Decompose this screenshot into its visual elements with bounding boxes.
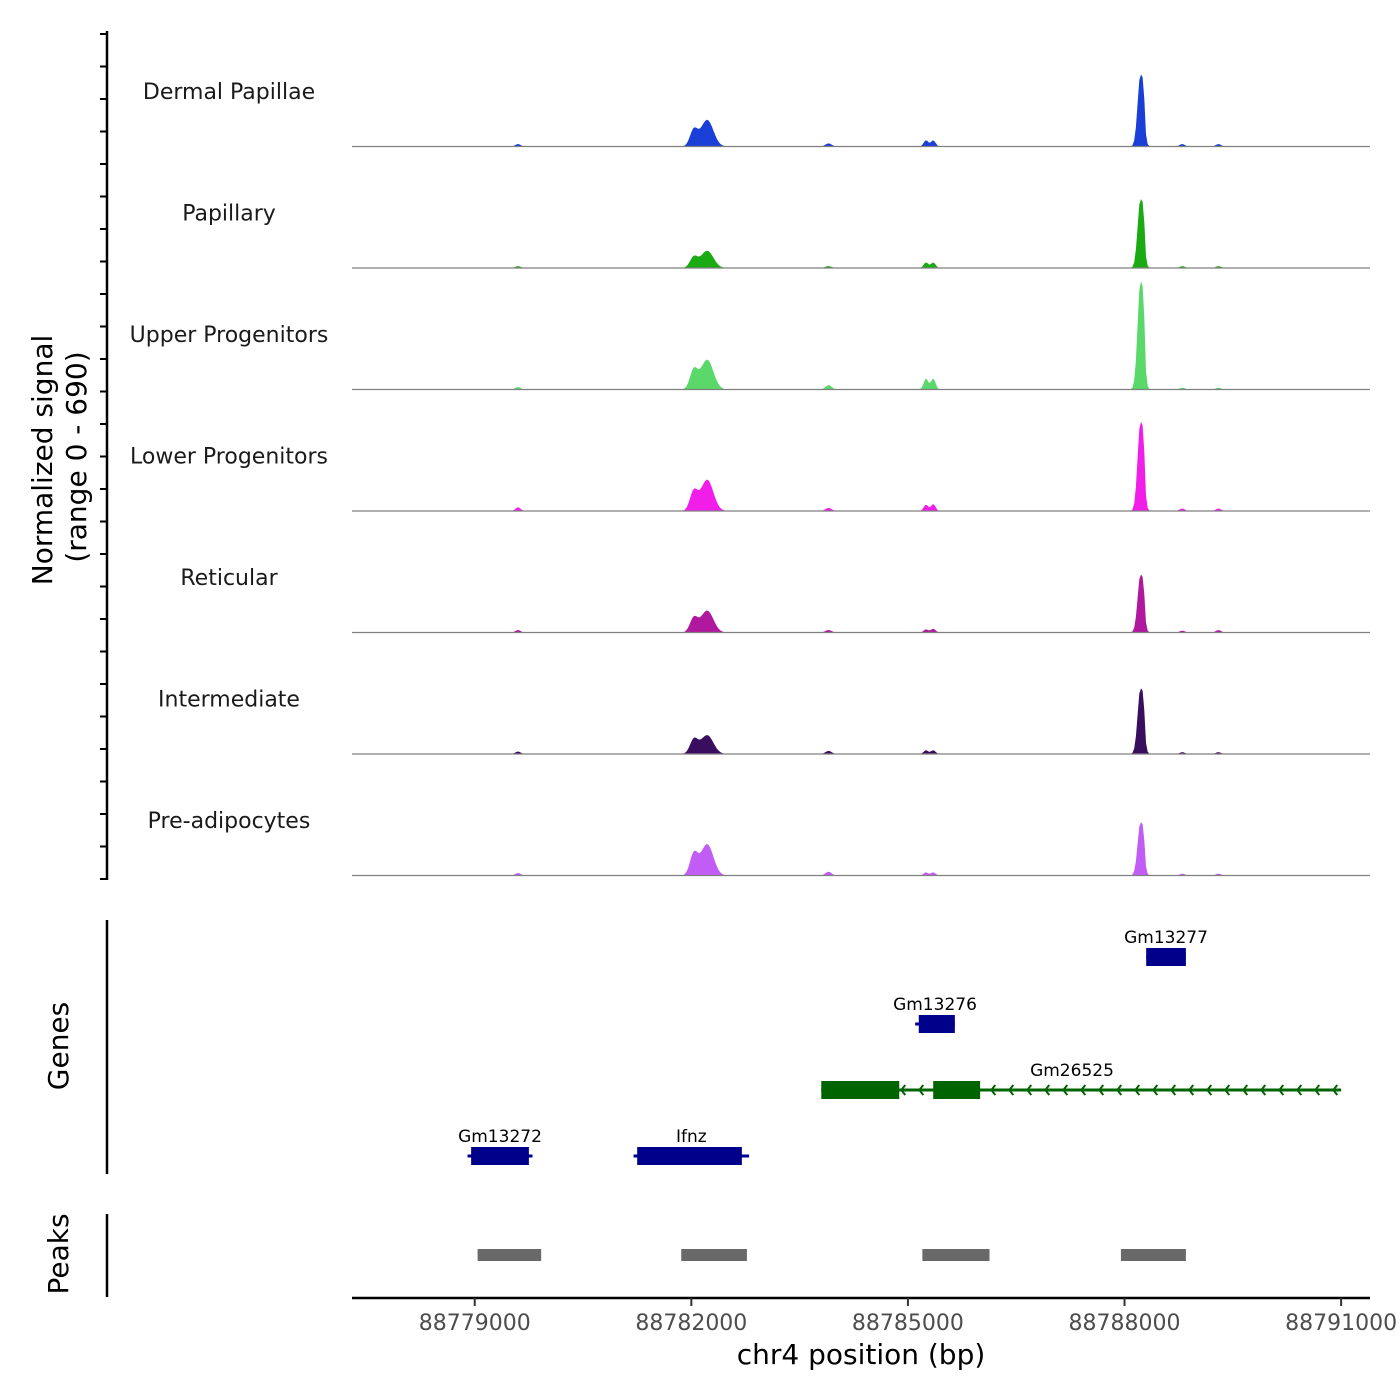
genes-track-label: Genes xyxy=(42,1002,75,1090)
track-label: Pre-adipocytes xyxy=(148,809,311,834)
strand-arrow xyxy=(1098,1084,1105,1096)
gene-label: Gm26525 xyxy=(1030,1061,1114,1081)
coverage-y-ticks xyxy=(100,33,107,880)
strand-arrow xyxy=(1080,1084,1087,1096)
strand-arrow xyxy=(1188,1084,1195,1096)
track-reticular: Reticular xyxy=(180,566,1370,634)
x-axis-ticks: 88779000 88782000 88785000 88788000 88791000 xyxy=(419,1298,1397,1336)
track-label: Reticular xyxy=(180,566,278,591)
y-axis-title: Normalized signal xyxy=(26,335,59,586)
coverage-area xyxy=(352,199,1370,268)
gene-label: Ifnz xyxy=(676,1127,707,1147)
strand-arrow xyxy=(900,1084,907,1096)
peak-region xyxy=(681,1249,747,1261)
strand-arrow xyxy=(1206,1084,1213,1096)
track-lower-progenitors: Lower Progenitors xyxy=(130,421,1370,512)
x-tick-label: 88779000 xyxy=(419,1311,531,1336)
coverage-tracks: Dermal Papillae Papillary Upper Progenitor… xyxy=(130,74,1370,877)
strand-arrow xyxy=(1044,1084,1051,1096)
gene-exon xyxy=(637,1147,742,1165)
track-papillary: Papillary xyxy=(182,199,1370,269)
strand-arrow xyxy=(1134,1084,1141,1096)
strand-arrow xyxy=(1332,1084,1339,1096)
coverage-area xyxy=(352,281,1370,390)
x-tick-label: 88782000 xyxy=(635,1311,747,1336)
x-tick-label: 88791000 xyxy=(1285,1311,1397,1336)
genes-track: Gm13277 Gm13276 Gm26525 Gm13272 Ifnz xyxy=(458,928,1342,1165)
gene-gm13277: Gm13277 xyxy=(1124,928,1208,966)
track-label: Intermediate xyxy=(158,688,300,713)
strand-arrow xyxy=(1170,1084,1177,1096)
strand-arrow xyxy=(1224,1084,1231,1096)
strand-arrow xyxy=(1242,1084,1249,1096)
track-label: Dermal Papillae xyxy=(143,80,315,105)
strand-arrow xyxy=(918,1084,925,1096)
gene-exon xyxy=(918,1015,955,1033)
strand-arrow xyxy=(1314,1084,1321,1096)
peaks-track xyxy=(477,1249,1186,1261)
gene-exon xyxy=(821,1081,900,1099)
track-label: Lower Progenitors xyxy=(130,445,328,470)
track-label: Upper Progenitors xyxy=(130,323,329,348)
track-dermal-papillae: Dermal Papillae xyxy=(143,74,1370,148)
strand-arrow xyxy=(1152,1084,1159,1096)
gene-gm13276: Gm13276 xyxy=(893,995,977,1033)
track-label: Papillary xyxy=(182,202,276,227)
strand-arrow xyxy=(990,1084,997,1096)
gene-exon xyxy=(933,1081,981,1099)
gene-gm13272: Gm13272 xyxy=(458,1127,542,1165)
peaks-track-label: Peaks xyxy=(42,1213,75,1294)
gene-gm26525: Gm26525 xyxy=(821,1061,1342,1099)
x-axis-title: chr4 position (bp) xyxy=(737,1338,986,1371)
x-tick-label: 88785000 xyxy=(852,1311,964,1336)
strand-arrow xyxy=(1296,1084,1303,1096)
x-tick-label: 88788000 xyxy=(1069,1311,1181,1336)
gene-label: Gm13277 xyxy=(1124,928,1208,948)
gene-exon xyxy=(1146,948,1186,966)
gene-ifnz: Ifnz xyxy=(633,1127,750,1165)
coverage-area xyxy=(352,822,1370,876)
coverage-area xyxy=(352,74,1370,147)
strand-arrow xyxy=(1008,1084,1015,1096)
gene-label: Gm13272 xyxy=(458,1127,542,1147)
coverage-area xyxy=(352,574,1370,633)
track-pre-adipocytes: Pre-adipocytes xyxy=(148,809,1370,877)
strand-arrow xyxy=(1116,1084,1123,1096)
gene-label: Gm13276 xyxy=(893,995,977,1015)
strand-arrow xyxy=(1026,1084,1033,1096)
gene-exon xyxy=(471,1147,529,1165)
peak-region xyxy=(477,1249,542,1261)
strand-arrow xyxy=(1278,1084,1285,1096)
track-intermediate: Intermediate xyxy=(158,688,1370,755)
peak-region xyxy=(922,1249,990,1261)
peak-region xyxy=(1120,1249,1186,1261)
coverage-area xyxy=(352,688,1370,754)
strand-arrow xyxy=(1260,1084,1267,1096)
track-upper-progenitors: Upper Progenitors xyxy=(130,281,1370,391)
strand-arrow xyxy=(1062,1084,1069,1096)
y-axis-range: (range 0 - 690) xyxy=(60,351,93,562)
coverage-area xyxy=(352,421,1370,511)
